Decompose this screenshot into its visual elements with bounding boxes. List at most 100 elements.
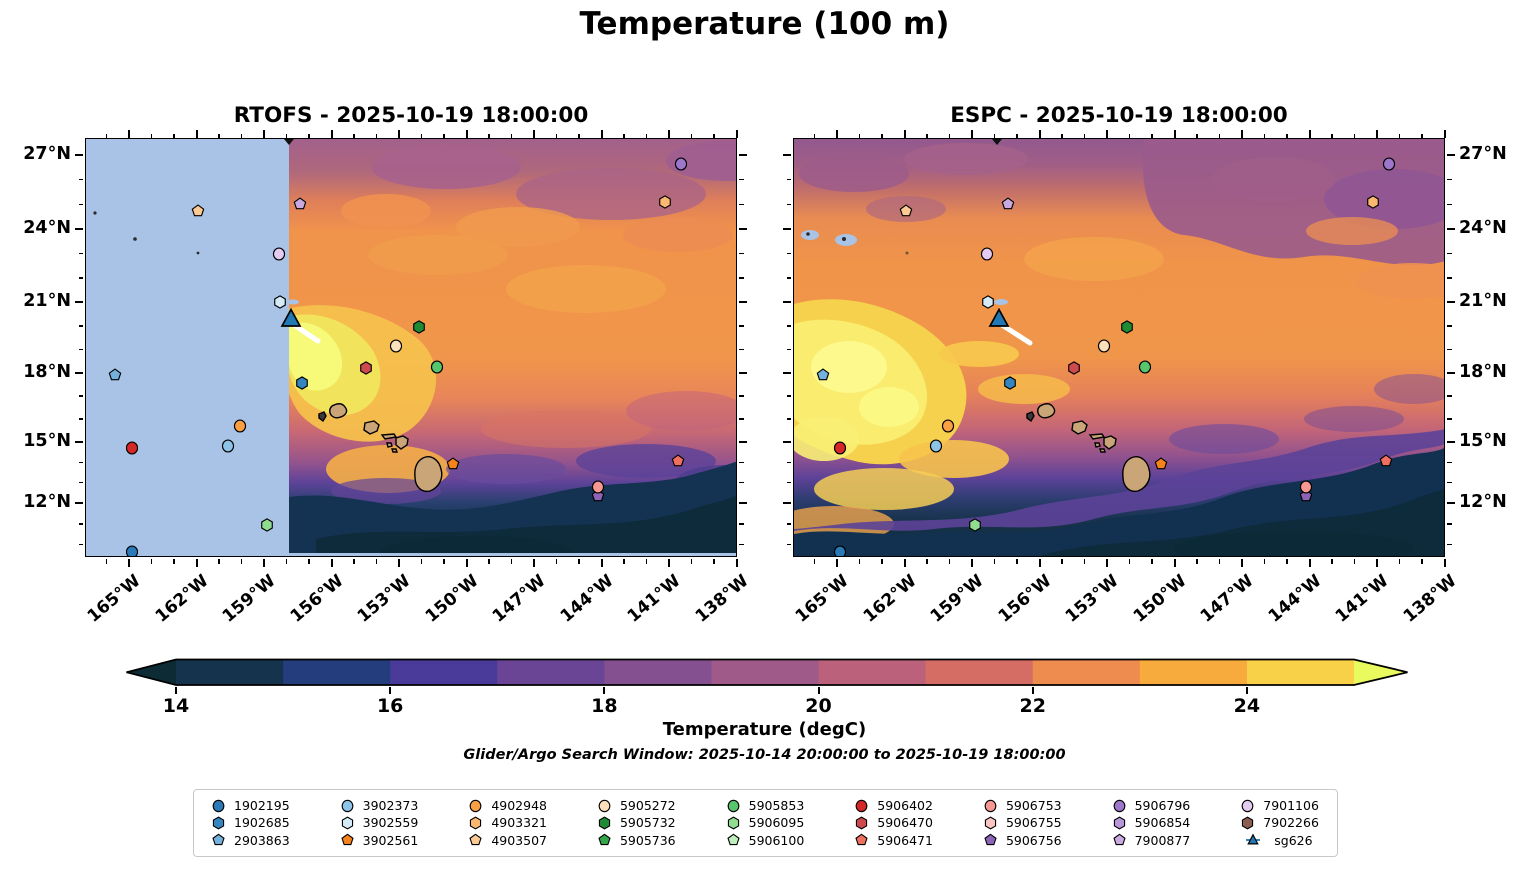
lat-tick-label: 27°N [23, 144, 71, 164]
map-marker-5905272 [1097, 339, 1111, 354]
axis-tick [1173, 559, 1176, 567]
axis-tick [739, 418, 744, 420]
axis-tick [971, 559, 974, 567]
axis-tick [106, 559, 108, 564]
axis-tick [78, 482, 83, 484]
hexagon-marker-icon [341, 816, 354, 830]
axis-tick [465, 130, 468, 138]
legend-item-3902561: 3902561 [341, 832, 419, 849]
colorbar-tick-label: 20 [805, 695, 832, 717]
axis-tick [1331, 133, 1333, 138]
legend-item-5906470: 5906470 [855, 814, 933, 831]
axis-tick [1447, 395, 1452, 397]
axis-tick [285, 133, 288, 138]
map-marker-3902561 [446, 457, 460, 472]
axis-tick [836, 559, 839, 567]
map-marker-5905272 [389, 339, 403, 354]
axis-tick [1196, 133, 1198, 138]
axis-tick [218, 559, 220, 564]
legend-item-7900877: 7900877 [1112, 832, 1190, 849]
lat-tick-label: 21°N [1459, 291, 1507, 312]
axis-tick [786, 543, 791, 546]
map-marker-5906756 [1299, 489, 1314, 504]
axis-tick [1196, 559, 1198, 564]
legend-label: 5905732 [619, 815, 676, 831]
map-marker-3902559 [273, 294, 287, 309]
colorbar-gradient [126, 658, 1408, 686]
axis-tick [1106, 130, 1109, 138]
lon-tick-label: 147°W [488, 571, 550, 627]
axis-tick [195, 130, 198, 138]
legend-item-5906402: 5906402 [855, 797, 933, 814]
legend-item-5906796: 5906796 [1113, 797, 1191, 814]
axis-tick [78, 461, 83, 463]
pentagon-marker-icon [984, 833, 997, 847]
axis-tick [1447, 348, 1452, 351]
map-marker-4903321 [658, 195, 672, 210]
map-marker-4903507 [899, 204, 913, 219]
axis-tick [1241, 130, 1244, 138]
colorbar-tick [817, 687, 820, 694]
axis-tick [786, 179, 791, 181]
figure-title: Temperature (100 m) [579, 6, 950, 42]
axis-tick [308, 133, 310, 138]
circle-marker-icon [469, 799, 482, 813]
map-marker-5906753 [592, 479, 606, 494]
axis-tick [1447, 203, 1452, 206]
axis-tick [1083, 133, 1086, 138]
axis-tick [1447, 543, 1452, 546]
axis-tick [739, 277, 744, 279]
axis-tick [903, 559, 906, 567]
lon-tick-label: 144°W [556, 571, 618, 627]
axis-tick [1398, 559, 1401, 564]
hexagon-marker-icon [1113, 816, 1126, 830]
axis-tick [739, 461, 744, 463]
lon-tick-label: 159°W [219, 571, 280, 627]
axis-tick [1353, 559, 1356, 564]
axis-tick [786, 418, 791, 420]
legend-item-5906095: 5906095 [727, 814, 804, 831]
axis-tick [488, 133, 490, 138]
legend-item-2903863: 2903863 [212, 832, 290, 849]
axis-tick [993, 559, 996, 564]
axis-tick [1263, 559, 1266, 564]
axis-tick [713, 133, 715, 138]
hexagon-marker-icon [469, 816, 482, 830]
map-marker-5906471 [1379, 454, 1393, 469]
lon-tick-label: 156°W [994, 571, 1056, 627]
map-marker-5905732 [1120, 319, 1134, 334]
axis-tick [783, 228, 791, 231]
axis-tick [783, 502, 791, 505]
axis-tick [786, 203, 791, 206]
pentagon-marker-icon [469, 833, 482, 847]
axis-tick [1038, 130, 1041, 138]
axis-tick [578, 559, 580, 564]
circle-marker-icon [341, 799, 354, 813]
legend-label: 3902561 [362, 832, 419, 848]
pentagon-marker-icon [855, 833, 868, 847]
map-marker-5906796 [674, 157, 688, 172]
axis-tick [971, 130, 974, 138]
lat-tick-label: 18°N [1459, 362, 1507, 383]
legend-item-5906471: 5906471 [855, 832, 933, 849]
colorbar-tick-label: 14 [162, 695, 190, 717]
axis-tick [150, 559, 153, 564]
colorbar [125, 658, 1409, 688]
axis-tick [78, 523, 83, 525]
axis-tick [308, 559, 310, 564]
axis-tick [1286, 133, 1288, 138]
map-marker-2903863 [816, 368, 831, 383]
colorbar-tick-label: 22 [1019, 695, 1046, 717]
axis-tick [786, 461, 791, 463]
hexagon-marker-icon [598, 816, 611, 830]
legend-label: 5906402 [877, 798, 933, 814]
legend-item-4903507: 4903507 [469, 832, 547, 849]
axis-tick [668, 130, 671, 138]
legend-label: 5906796 [1134, 798, 1191, 814]
hexagon-marker-icon [1241, 816, 1254, 830]
axis-tick [1038, 559, 1041, 567]
map-marker-1902195 [833, 545, 847, 556]
axis-tick [623, 133, 625, 138]
axis-tick [948, 133, 951, 138]
map-marker-4902948 [234, 418, 248, 433]
